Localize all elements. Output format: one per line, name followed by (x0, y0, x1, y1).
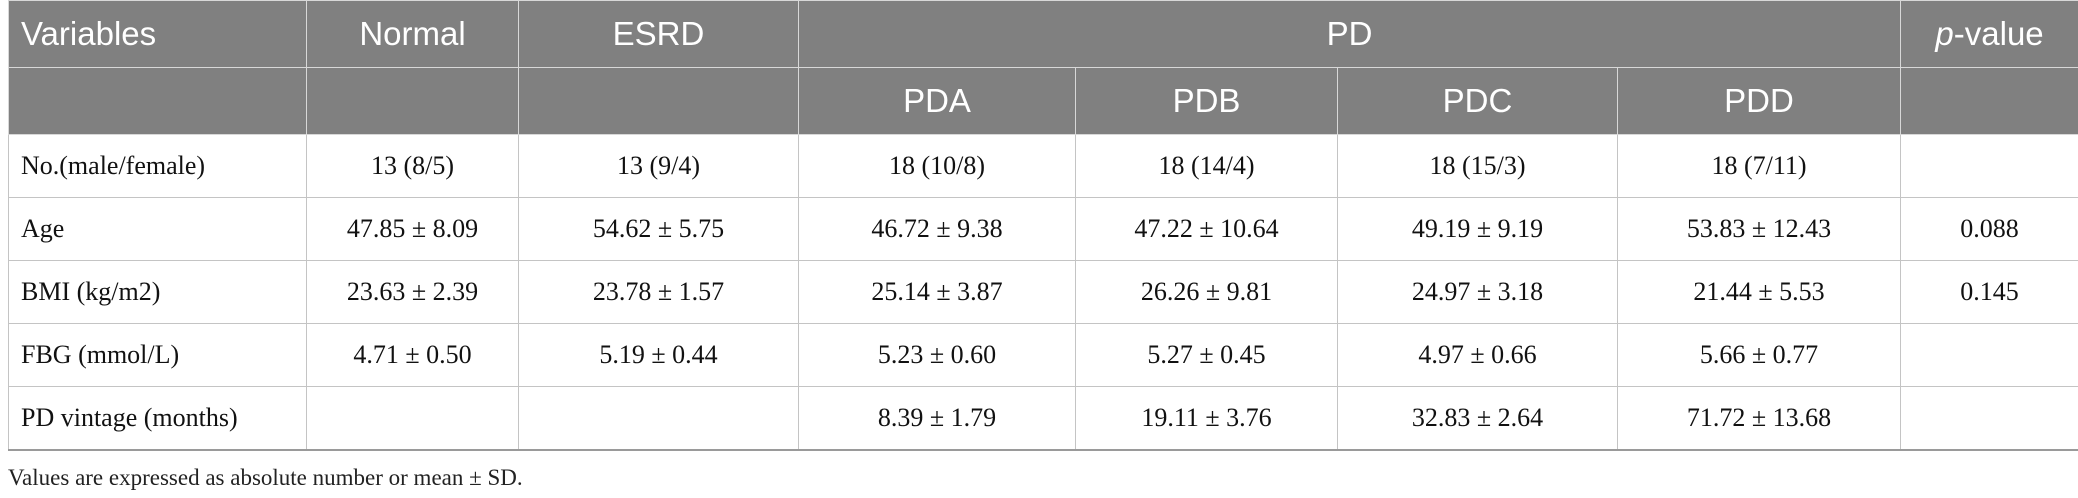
table-cell: 53.83 ± 12.43 (1616, 197, 1902, 261)
table-footnote: Values are expressed as absolute number … (8, 465, 523, 490)
header-pda: PDA (798, 67, 1076, 135)
table-cell: 26.26 ± 9.81 (1075, 260, 1338, 324)
table-cell: 18 (7/11) (1616, 134, 1902, 198)
table-cell: 5.23 ± 0.60 (798, 323, 1076, 387)
table-cell: 13 (9/4) (518, 134, 799, 198)
table-cell: 47.22 ± 10.64 (1075, 197, 1338, 261)
table-cell: 32.83 ± 2.64 (1337, 386, 1618, 451)
header-variables: Variables (8, 0, 307, 68)
header-empty-normal (306, 67, 519, 135)
header-row-2: PDA PDB PDC PDD (8, 67, 2078, 135)
table-cell (1900, 386, 2078, 451)
header-empty-variables (8, 67, 307, 135)
table-cell: 21.44 ± 5.53 (1616, 260, 1902, 324)
table-cell: 49.19 ± 9.19 (1337, 197, 1618, 261)
header-row-1: Variables Normal ESRD PD p-value (8, 0, 2078, 68)
table-cell: 8.39 ± 1.79 (798, 386, 1076, 451)
table-row: Age 47.85 ± 8.09 54.62 ± 5.75 46.72 ± 9.38 4… (8, 197, 2078, 261)
table-cell: 0.088 (1900, 197, 2078, 261)
p-italic: p (1935, 15, 1954, 52)
table-cell (1900, 134, 2078, 198)
table-cell: 5.27 ± 0.45 (1075, 323, 1338, 387)
table-cell (306, 386, 519, 451)
table-cell: 18 (14/4) (1075, 134, 1338, 198)
variables-table: Variables Normal ESRD PD p-value PDA PDB… (8, 0, 2078, 451)
table-cell: 19.11 ± 3.76 (1075, 386, 1338, 451)
header-pd: PD (797, 0, 1902, 68)
header-empty-esrd (518, 67, 799, 135)
table-cell: 18 (15/3) (1337, 134, 1618, 198)
table-cell: 24.97 ± 3.18 (1337, 260, 1618, 324)
table-row: PD vintage (months) 8.39 ± 1.79 19.11 ± 3.… (8, 386, 2078, 451)
table-row: BMI (kg/m2) 23.63 ± 2.39 23.78 ± 1.57 25.14… (8, 260, 2078, 324)
table-row: FBG (mmol/L) 4.71 ± 0.50 5.19 ± 0.44 5.23 ±… (8, 323, 2078, 387)
table-cell (1900, 323, 2078, 387)
table-cell: 5.66 ± 0.77 (1616, 323, 1902, 387)
row-label: Age (8, 197, 307, 261)
table-cell: 5.19 ± 0.44 (518, 323, 799, 387)
table-cell: 0.145 (1900, 260, 2078, 324)
table-cell: 18 (10/8) (798, 134, 1076, 198)
row-label: PD vintage (months) (8, 386, 307, 451)
p-value-suffix: -value (1953, 15, 2044, 52)
table-cell: 54.62 ± 5.75 (518, 197, 799, 261)
table-cell: 13 (8/5) (306, 134, 519, 198)
table-cell: 4.71 ± 0.50 (306, 323, 519, 387)
header-normal: Normal (306, 0, 519, 68)
table-cell: 46.72 ± 9.38 (798, 197, 1076, 261)
table-cell: 23.63 ± 2.39 (306, 260, 519, 324)
header-pdb: PDB (1075, 67, 1338, 135)
table-cell: 71.72 ± 13.68 (1616, 386, 1902, 451)
header-empty-p (1900, 67, 2078, 135)
table-body: No.(male/female) 13 (8/5) 13 (9/4) 18 (10/8… (8, 134, 2078, 451)
header-p-value: p-value (1900, 0, 2078, 68)
row-label: FBG (mmol/L) (8, 323, 307, 387)
table-cell: 47.85 ± 8.09 (306, 197, 519, 261)
row-label: No.(male/female) (8, 134, 307, 198)
data-table-container: Variables Normal ESRD PD p-value PDA PDB… (8, 0, 2078, 451)
table-cell: 23.78 ± 1.57 (518, 260, 799, 324)
header-pdc: PDC (1337, 67, 1618, 135)
table-cell: 4.97 ± 0.66 (1337, 323, 1618, 387)
row-label: BMI (kg/m2) (8, 260, 307, 324)
header-pdd: PDD (1616, 67, 1902, 135)
table-row: No.(male/female) 13 (8/5) 13 (9/4) 18 (10/8… (8, 134, 2078, 198)
header-esrd: ESRD (518, 0, 799, 68)
table-cell (518, 386, 799, 451)
table-cell: 25.14 ± 3.87 (798, 260, 1076, 324)
